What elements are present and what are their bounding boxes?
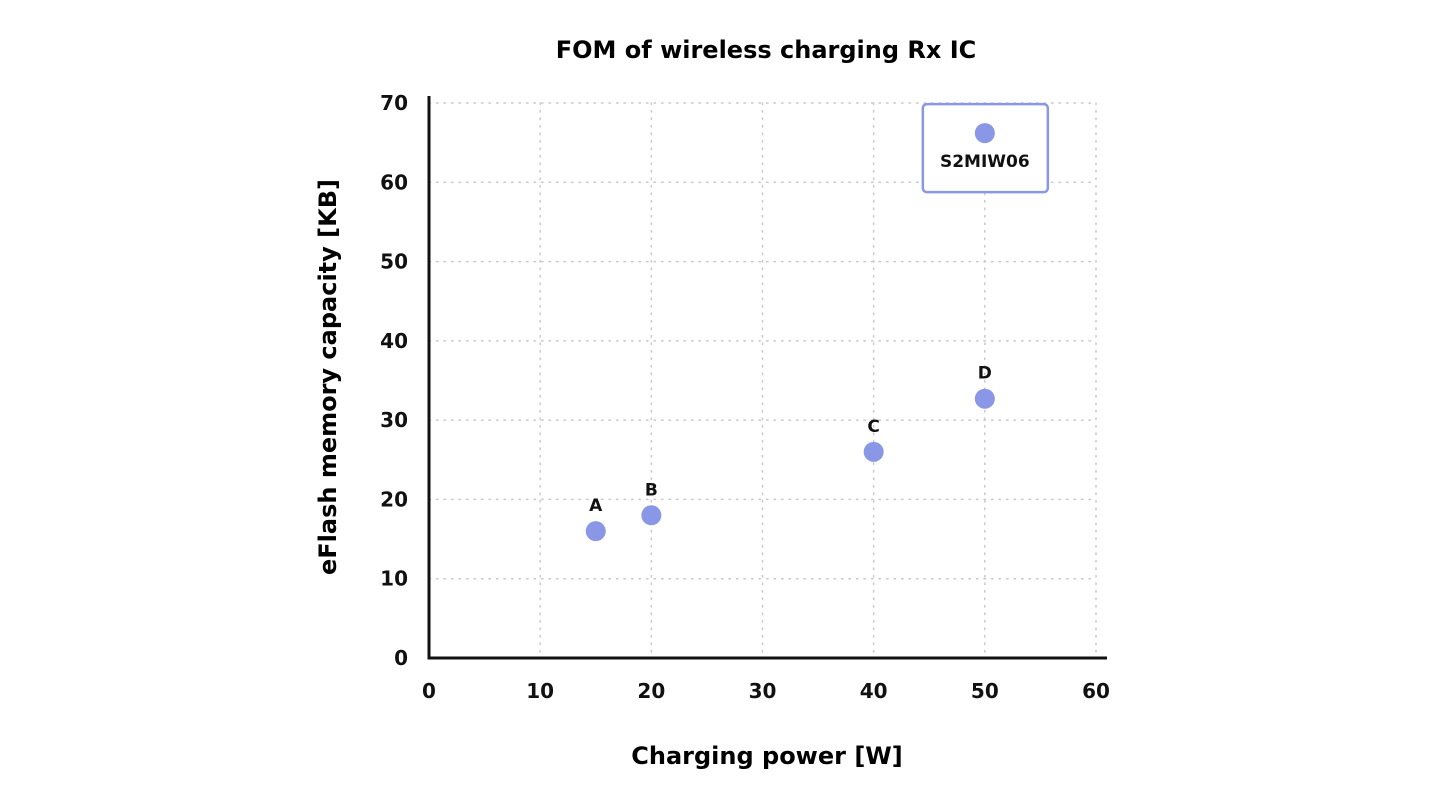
y-tick-label: 40 <box>380 329 408 353</box>
x-axis-title: Charging power [W] <box>631 742 902 770</box>
x-tick-labels: 0 10 20 30 40 50 60 <box>422 679 1110 703</box>
x-tick-label: 60 <box>1082 679 1110 703</box>
data-points: A B C D S2MIW06 <box>585 102 1050 542</box>
data-point <box>863 441 884 462</box>
y-tick-label: 50 <box>380 250 408 274</box>
y-tick-label: 30 <box>380 408 408 432</box>
y-tick-label: 70 <box>380 91 408 115</box>
y-tick-label: 10 <box>380 567 408 591</box>
x-tick-label: 50 <box>971 679 999 703</box>
x-tick-label: 0 <box>422 679 436 703</box>
point-label: D <box>978 364 992 384</box>
y-tick-label: 60 <box>380 170 408 194</box>
x-tick-label: 10 <box>526 679 554 703</box>
x-tick-label: 30 <box>749 679 777 703</box>
data-point <box>974 388 995 409</box>
y-tick-labels: 0 10 20 30 40 50 60 70 <box>380 91 408 670</box>
point-label: S2MIW06 <box>940 152 1030 172</box>
chart-title: FOM of wireless charging Rx IC <box>556 36 977 64</box>
highlight-box <box>921 102 1050 194</box>
y-tick-label: 20 <box>380 487 408 511</box>
axes <box>427 96 1107 660</box>
y-tick-label: 0 <box>394 646 408 670</box>
data-point <box>974 123 995 144</box>
data-point <box>585 521 606 542</box>
data-point <box>641 505 662 526</box>
y-axis-title: eFlash memory capacity [KB] <box>314 179 342 575</box>
x-tick-label: 20 <box>637 679 665 703</box>
point-label: B <box>645 480 658 500</box>
point-label: A <box>589 496 603 516</box>
x-tick-label: 40 <box>860 679 888 703</box>
point-label: C <box>867 417 879 437</box>
